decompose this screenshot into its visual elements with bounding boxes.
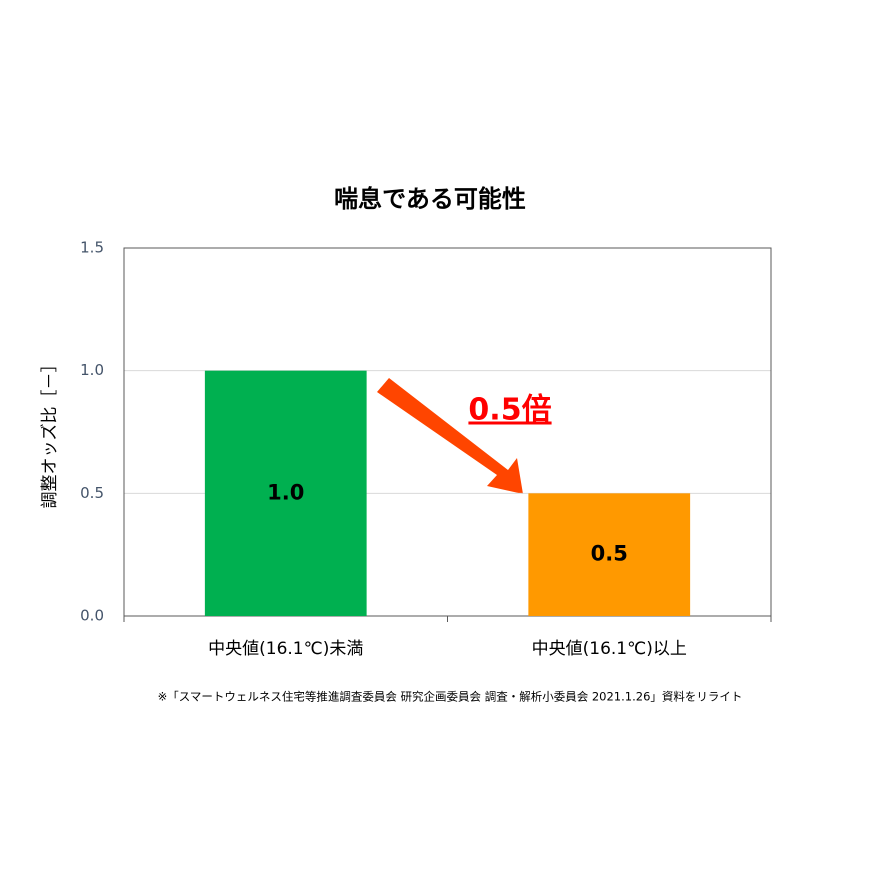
- y-tick-label: 0.0: [80, 607, 104, 625]
- value-label: 0.5: [591, 542, 628, 566]
- y-tick-label: 0.5: [80, 484, 104, 502]
- y-axis-label: 調整オッズ比［－］: [40, 356, 60, 509]
- annotation: 0.5倍: [468, 393, 551, 428]
- y-tick-label: 1.0: [80, 361, 104, 379]
- bar: [204, 370, 367, 616]
- chart-title: 喘息である可能性: [334, 185, 526, 213]
- x-tick-label: 中央値(16.1℃)未満: [208, 639, 363, 659]
- y-tick-label: 1.5: [80, 239, 104, 257]
- source-note: ※「スマートウェルネス住宅等推進調査委員会 研究企画委員会 調査・解析小委員会 …: [158, 690, 743, 704]
- bar: [528, 493, 691, 616]
- value-label: 1.0: [267, 480, 304, 504]
- x-tick-label: 中央値(16.1℃)以上: [532, 639, 687, 659]
- arrow: [377, 378, 523, 494]
